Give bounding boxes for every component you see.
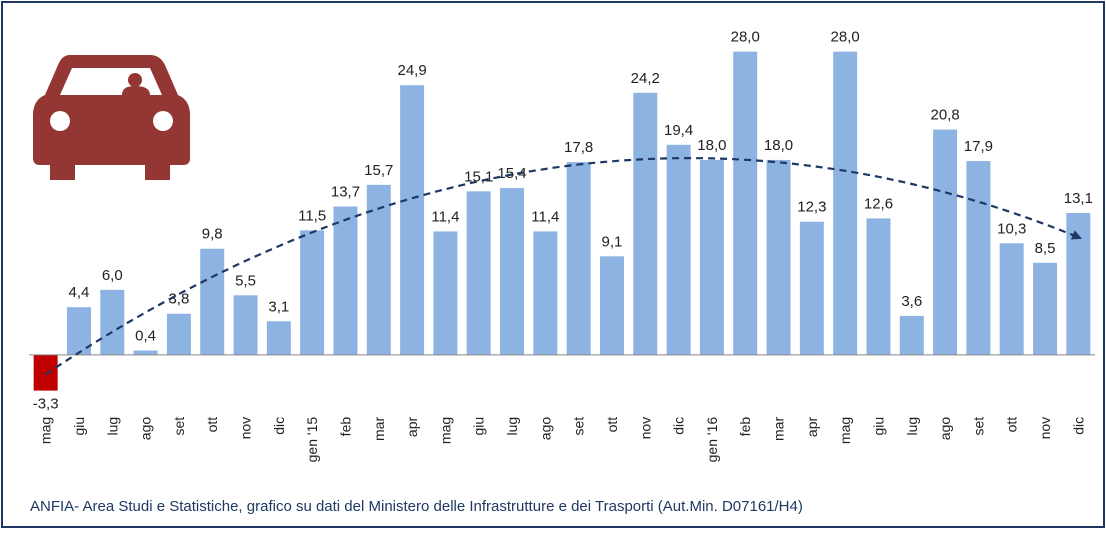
x-tick-label: gen '15 xyxy=(304,417,320,463)
value-label: 4,4 xyxy=(69,284,90,301)
bar xyxy=(166,313,191,355)
x-tick-label: nov xyxy=(238,417,254,440)
x-tick-label: ago xyxy=(537,417,553,441)
value-label: 15,1 xyxy=(464,168,493,185)
bar xyxy=(333,206,358,355)
x-tick-label: giu xyxy=(71,417,87,436)
value-label: 18,0 xyxy=(697,137,726,154)
bar xyxy=(833,51,858,355)
value-label: 10,3 xyxy=(997,220,1026,237)
bar xyxy=(100,289,125,355)
bar xyxy=(766,159,791,355)
value-label: 20,8 xyxy=(930,107,959,124)
value-label: 28,0 xyxy=(831,29,860,46)
value-label: 11,5 xyxy=(298,207,326,224)
value-label: 11,4 xyxy=(431,208,459,225)
bar xyxy=(200,248,225,355)
x-tick-label: set xyxy=(970,417,986,436)
bar xyxy=(66,307,91,355)
bar xyxy=(466,191,491,355)
x-tick-label: mag xyxy=(837,417,853,444)
x-tick-label: lug xyxy=(504,417,520,436)
x-tick-label: ott xyxy=(204,417,220,433)
bar xyxy=(266,321,291,355)
value-label: 19,4 xyxy=(664,122,693,139)
x-tick-label: feb xyxy=(737,417,753,437)
bar xyxy=(733,51,758,355)
x-tick-label: nov xyxy=(1037,417,1053,440)
x-tick-label: set xyxy=(571,417,587,436)
car-icon xyxy=(33,55,190,180)
x-tick-label: ago xyxy=(138,417,154,441)
x-tick-label: dic xyxy=(271,417,287,435)
x-tick-label: apr xyxy=(804,417,820,438)
source-note: ANFIA- Area Studi e Statistiche, grafico… xyxy=(30,498,803,515)
value-label: 17,8 xyxy=(564,139,593,156)
bar xyxy=(633,92,658,355)
bar xyxy=(999,243,1024,355)
bar xyxy=(366,184,391,355)
bar xyxy=(966,161,991,355)
value-label: 18,0 xyxy=(764,137,793,154)
value-label: 15,7 xyxy=(364,162,393,179)
x-tick-label: apr xyxy=(404,417,420,438)
x-tick-label: dic xyxy=(671,417,687,435)
x-tick-label: mag xyxy=(437,417,453,444)
x-tick-label: feb xyxy=(337,417,353,437)
value-label: 28,0 xyxy=(731,29,760,46)
x-tick-label: set xyxy=(171,417,187,436)
x-tick-label: ott xyxy=(1004,417,1020,433)
bar xyxy=(599,256,624,355)
x-tick-label: mar xyxy=(771,417,787,441)
bar xyxy=(699,159,724,355)
value-label: 3,8 xyxy=(168,291,189,308)
value-label: 12,3 xyxy=(797,199,826,216)
bar xyxy=(1033,262,1058,355)
x-tick-label: ott xyxy=(604,417,620,433)
x-tick-label: ago xyxy=(937,417,953,441)
bar xyxy=(666,144,691,355)
x-tick-label: mar xyxy=(371,417,387,441)
value-label: 3,1 xyxy=(268,298,289,315)
value-label: 13,1 xyxy=(1064,190,1093,207)
x-tick-label: giu xyxy=(870,417,886,436)
value-label: 15,4 xyxy=(497,165,526,182)
value-label: 0,4 xyxy=(135,328,156,345)
value-label: -3,3 xyxy=(33,396,59,413)
bar xyxy=(533,231,558,355)
value-label: 3,6 xyxy=(901,293,922,310)
x-tick-label: giu xyxy=(471,417,487,436)
value-label: 17,9 xyxy=(964,138,993,155)
bar xyxy=(33,354,58,391)
bar xyxy=(799,221,824,355)
x-tick-label: dic xyxy=(1070,417,1086,435)
value-label: 9,8 xyxy=(202,226,223,243)
value-label: 13,7 xyxy=(331,184,360,201)
value-label: 11,4 xyxy=(531,208,559,225)
bar xyxy=(500,188,525,355)
bar xyxy=(300,230,325,355)
value-label: 24,2 xyxy=(631,70,660,87)
value-label: 6,0 xyxy=(102,267,123,284)
value-label: 5,5 xyxy=(235,272,256,289)
x-tick-label: lug xyxy=(904,417,920,436)
bar xyxy=(1066,213,1091,355)
x-tick-label: gen '16 xyxy=(704,417,720,463)
value-label: 24,9 xyxy=(397,62,426,79)
bar xyxy=(566,162,591,355)
value-label: 12,6 xyxy=(864,195,893,212)
bar xyxy=(400,85,425,355)
bar xyxy=(899,315,924,355)
bar xyxy=(133,350,158,355)
bar xyxy=(433,231,458,355)
value-label: 9,1 xyxy=(602,233,623,250)
bar xyxy=(933,129,958,355)
x-tick-label: mag xyxy=(38,417,54,444)
x-tick-label: lug xyxy=(104,417,120,436)
x-tick-label: nov xyxy=(637,417,653,440)
bar xyxy=(866,218,891,355)
bar xyxy=(233,295,258,355)
value-label: 8,5 xyxy=(1035,240,1056,257)
